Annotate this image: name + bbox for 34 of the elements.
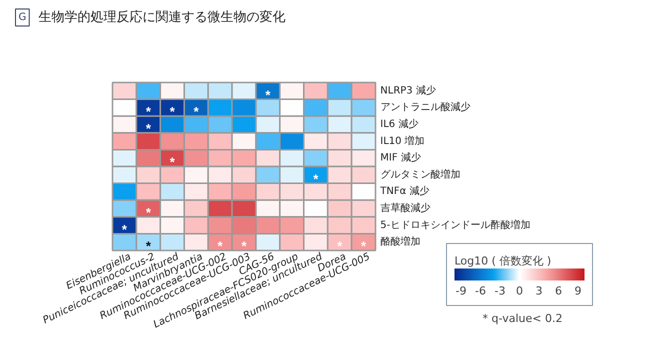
data-label: * — [337, 238, 344, 254]
y-tick-label: グルタミン酸増加 — [380, 168, 460, 180]
data-label: * — [170, 104, 176, 120]
y-tick-label: 酪酸増加 — [380, 236, 420, 248]
data-label: * — [146, 104, 152, 120]
y-tick-label: IL10 増加 — [380, 134, 425, 147]
color-bar-label: -9 — [456, 284, 466, 298]
data-label: * — [313, 171, 320, 186]
text: G — [18, 12, 26, 23]
data-label: * — [122, 222, 128, 237]
y-tick-label: NLRP3 減少 — [380, 84, 436, 96]
chart-title: 生物学的処理反応に関連する微生物の変化 — [38, 9, 286, 25]
data-label: * — [265, 87, 272, 102]
color-bar-label: 3 — [536, 284, 542, 298]
data-label: * — [170, 154, 176, 170]
data-label: * — [194, 104, 200, 120]
color-bar-label: -3 — [494, 284, 506, 298]
y-tick-label: 吉草酸減少 — [380, 202, 430, 214]
y-tick-label: アントラニル酸減少 — [380, 101, 470, 114]
y-tick-label: MIF 減少 — [380, 152, 421, 164]
y-tick-label: IL6 減少 — [380, 118, 418, 130]
color-bar-label: 9 — [574, 284, 582, 298]
color-bar-label: 0 — [516, 284, 523, 298]
data-label: * — [146, 205, 152, 220]
data-label: * — [146, 121, 152, 136]
color-bar-label: 6 — [555, 284, 562, 298]
y-tick-label: TNFα 減少 — [379, 185, 430, 198]
data-label: * — [241, 238, 248, 254]
y-tick-label: 5-ヒドロキシインドール酢酸増加 — [380, 218, 530, 231]
color-bar-title: Log10 ( 倍数変化 ) — [454, 254, 552, 268]
data-label: * — [218, 238, 224, 254]
text: * q-value< 0.2 — [482, 312, 562, 325]
color-bar-label: -6 — [475, 284, 486, 298]
data-label: * — [146, 238, 152, 254]
